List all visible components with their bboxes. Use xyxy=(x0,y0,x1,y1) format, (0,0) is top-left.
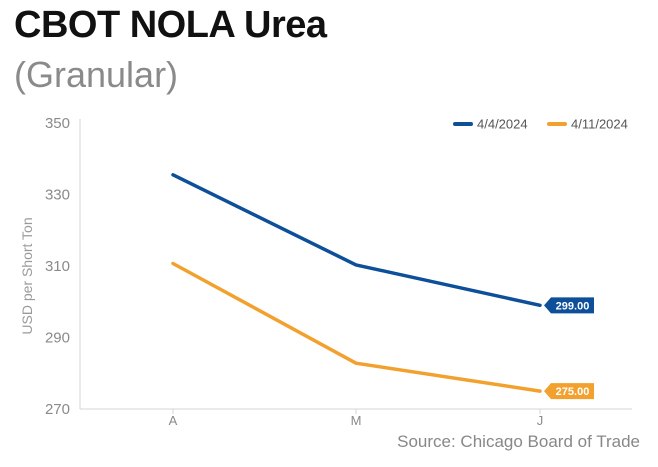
source-note: Source: Chicago Board of Trade xyxy=(397,432,640,451)
end-label-badge xyxy=(544,297,594,314)
x-tick-label: A xyxy=(169,413,178,428)
end-label-badge xyxy=(544,383,594,400)
axes: 270 290 310 330 350 A M J USD per Short Ton xyxy=(19,115,632,428)
y-axis-title: USD per Short Ton xyxy=(19,217,35,334)
y-tick-label: 270 xyxy=(45,401,70,418)
y-tick-label: 290 xyxy=(45,330,70,347)
y-tick-label: 330 xyxy=(45,187,70,204)
legend-label: 4/11/2024 xyxy=(571,117,628,132)
x-tick-label: J xyxy=(537,413,544,428)
end-labels: 299.00 275.00 xyxy=(544,297,594,400)
chart-title: CBOT NOLA Urea xyxy=(14,4,327,46)
legend-label: 4/4/2024 xyxy=(477,117,528,132)
x-tick-label: M xyxy=(351,413,362,428)
end-label-value: 275.00 xyxy=(556,386,590,398)
series-line-2 xyxy=(171,261,542,393)
series-lines xyxy=(171,173,542,393)
series-line-1 xyxy=(171,173,542,308)
y-tick-label: 350 xyxy=(45,115,70,132)
legend: 4/4/2024 4/11/2024 xyxy=(453,117,628,132)
y-tick-label: 310 xyxy=(45,258,70,275)
end-label-value: 299.00 xyxy=(556,300,590,312)
chart-subtitle: (Granular) xyxy=(14,54,179,95)
